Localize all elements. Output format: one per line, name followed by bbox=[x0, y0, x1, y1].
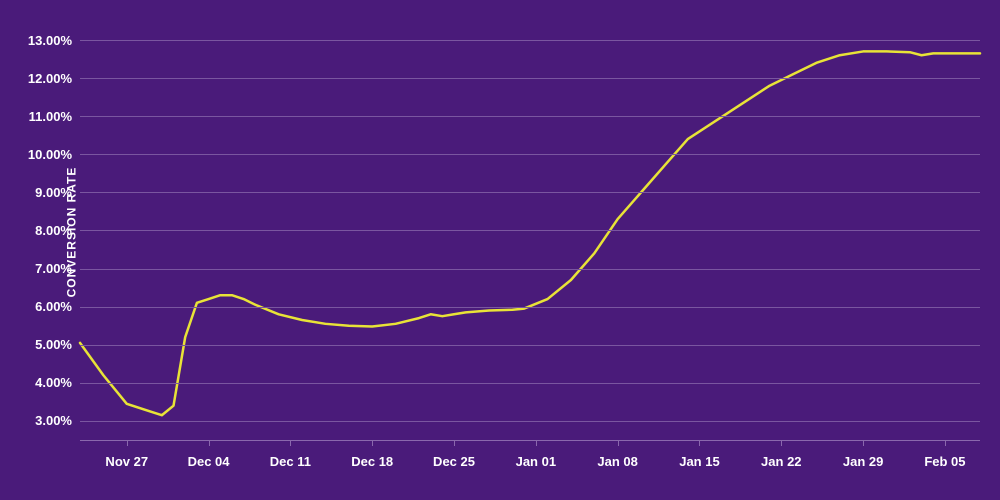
x-tick-label: Dec 11 bbox=[270, 454, 311, 469]
x-tick-label: Jan 01 bbox=[516, 454, 556, 469]
series-line-conversion_rate bbox=[80, 51, 980, 415]
y-tick-label: 7.00% bbox=[35, 261, 72, 276]
y-tick-label: 10.00% bbox=[28, 147, 72, 162]
x-tick-label: Jan 15 bbox=[679, 454, 719, 469]
x-tick-mark bbox=[290, 440, 291, 446]
gridline bbox=[80, 269, 980, 270]
gridline bbox=[80, 192, 980, 193]
gridline bbox=[80, 421, 980, 422]
y-tick-label: 5.00% bbox=[35, 337, 72, 352]
x-tick-mark bbox=[372, 440, 373, 446]
x-tick-mark bbox=[781, 440, 782, 446]
gridline bbox=[80, 78, 980, 79]
gridline bbox=[80, 40, 980, 41]
y-tick-label: 3.00% bbox=[35, 413, 72, 428]
gridline bbox=[80, 383, 980, 384]
x-tick-mark bbox=[209, 440, 210, 446]
x-tick-mark bbox=[699, 440, 700, 446]
x-tick-label: Dec 25 bbox=[433, 454, 475, 469]
x-tick-mark bbox=[454, 440, 455, 446]
conversion-rate-chart: CONVERSION RATE 3.00%4.00%5.00%6.00%7.00… bbox=[0, 0, 1000, 500]
x-tick-mark bbox=[863, 440, 864, 446]
y-tick-label: 12.00% bbox=[28, 71, 72, 86]
y-tick-label: 13.00% bbox=[28, 33, 72, 48]
x-tick-mark bbox=[127, 440, 128, 446]
gridline bbox=[80, 116, 980, 117]
x-tick-label: Jan 08 bbox=[597, 454, 637, 469]
x-tick-label: Jan 29 bbox=[843, 454, 883, 469]
y-tick-label: 6.00% bbox=[35, 299, 72, 314]
x-tick-label: Jan 22 bbox=[761, 454, 801, 469]
x-tick-mark bbox=[945, 440, 946, 446]
gridline bbox=[80, 307, 980, 308]
x-tick-mark bbox=[618, 440, 619, 446]
gridline bbox=[80, 230, 980, 231]
x-tick-label: Dec 04 bbox=[188, 454, 230, 469]
gridline bbox=[80, 154, 980, 155]
x-tick-label: Feb 05 bbox=[924, 454, 965, 469]
x-tick-label: Nov 27 bbox=[105, 454, 148, 469]
y-tick-label: 4.00% bbox=[35, 375, 72, 390]
x-tick-label: Dec 18 bbox=[351, 454, 393, 469]
plot-area bbox=[80, 40, 980, 440]
y-tick-label: 11.00% bbox=[29, 109, 72, 124]
x-axis-line bbox=[80, 440, 980, 441]
y-tick-label: 9.00% bbox=[35, 185, 72, 200]
y-tick-label: 8.00% bbox=[35, 223, 72, 238]
gridline bbox=[80, 345, 980, 346]
x-tick-mark bbox=[536, 440, 537, 446]
line-layer bbox=[80, 40, 980, 440]
